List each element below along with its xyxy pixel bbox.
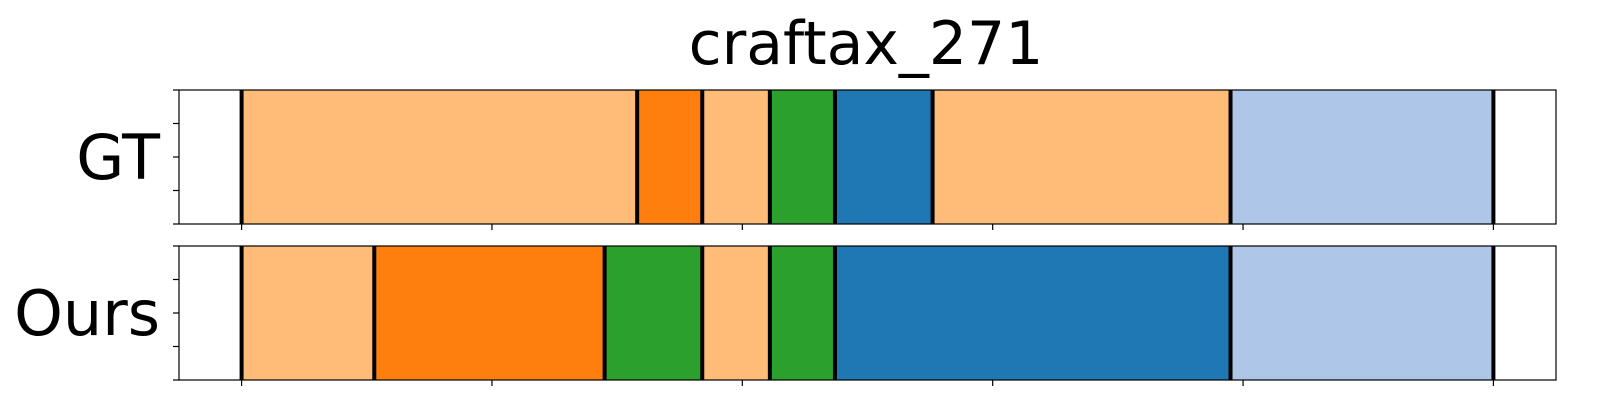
segment-ours-2	[604, 246, 703, 380]
segment-ours-0	[241, 246, 375, 380]
segment-ours-3	[702, 246, 770, 380]
segment-gt-3	[769, 90, 835, 224]
row-label-gt: GT	[76, 121, 161, 194]
segment-gt-6	[1230, 90, 1494, 224]
row-label-ours: Ours	[14, 277, 160, 350]
segment-gt-0	[241, 90, 638, 224]
segment-gt-5	[932, 90, 1231, 224]
segment-ours-6	[1230, 246, 1494, 380]
rows-layer: GT Ours	[14, 89, 1557, 386]
segment-gt-4	[834, 90, 933, 224]
chart-title: craftax_271	[689, 9, 1044, 79]
segment-gt-1	[637, 90, 703, 224]
segment-ours-4	[769, 246, 835, 380]
segment-ours-1	[374, 246, 605, 380]
segment-gt-2	[702, 90, 770, 224]
segment-ours-5	[834, 246, 1231, 380]
row-gt: GT	[76, 89, 1557, 230]
row-ours: Ours	[14, 245, 1557, 386]
